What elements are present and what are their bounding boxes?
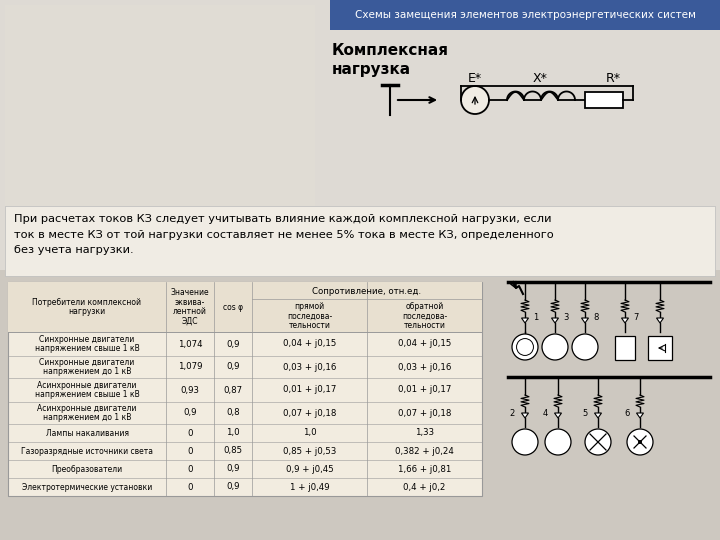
- Text: 6: 6: [625, 408, 630, 417]
- Text: 0,07 + j0,18: 0,07 + j0,18: [398, 408, 451, 417]
- Text: 1,074: 1,074: [178, 340, 202, 348]
- Polygon shape: [621, 318, 629, 323]
- Text: 0,04 + j0,15: 0,04 + j0,15: [283, 340, 336, 348]
- Text: 0,07 + j0,18: 0,07 + j0,18: [283, 408, 336, 417]
- FancyBboxPatch shape: [615, 336, 635, 360]
- Text: 7: 7: [633, 314, 639, 322]
- Text: 0,93: 0,93: [181, 386, 199, 395]
- FancyBboxPatch shape: [585, 92, 623, 108]
- Text: 1,0: 1,0: [226, 429, 240, 437]
- Text: cos φ: cos φ: [223, 302, 243, 312]
- Circle shape: [545, 429, 571, 455]
- Text: 0,9 + j0,45: 0,9 + j0,45: [286, 464, 333, 474]
- Circle shape: [512, 334, 538, 360]
- Text: 0,01 + j0,17: 0,01 + j0,17: [283, 386, 336, 395]
- Text: 3: 3: [563, 314, 568, 322]
- Text: прямой
последова-
тельности: прямой последова- тельности: [287, 302, 332, 330]
- Text: 2: 2: [510, 408, 515, 417]
- Polygon shape: [657, 318, 664, 323]
- Text: 8: 8: [593, 314, 598, 322]
- FancyBboxPatch shape: [8, 282, 482, 332]
- Text: 4: 4: [543, 408, 548, 417]
- Text: Синхронные двигатели
напряжением свыше 1 кВ: Синхронные двигатели напряжением свыше 1…: [35, 335, 140, 353]
- Circle shape: [627, 429, 653, 455]
- Circle shape: [585, 429, 611, 455]
- Text: 1,33: 1,33: [415, 429, 434, 437]
- Polygon shape: [582, 318, 588, 323]
- Text: 0,85 + j0,53: 0,85 + j0,53: [283, 447, 336, 456]
- Text: 1,0: 1,0: [302, 429, 316, 437]
- Text: Газоразрядные источники света: Газоразрядные источники света: [21, 447, 153, 456]
- Text: 1: 1: [533, 314, 539, 322]
- Circle shape: [461, 86, 489, 114]
- FancyBboxPatch shape: [5, 5, 315, 240]
- Text: 1 + j0,49: 1 + j0,49: [289, 483, 329, 491]
- Text: 0,87: 0,87: [223, 386, 243, 395]
- Text: Асинхронные двигатели
напряжением до 1 кВ: Асинхронные двигатели напряжением до 1 к…: [37, 404, 137, 422]
- Polygon shape: [554, 413, 562, 418]
- Text: 0,8: 0,8: [226, 408, 240, 417]
- Text: Преобразователи: Преобразователи: [51, 464, 122, 474]
- Polygon shape: [595, 413, 601, 418]
- Text: обратной
последова-
тельности: обратной последова- тельности: [402, 302, 447, 330]
- Text: 1,079: 1,079: [178, 362, 202, 372]
- Text: 0,03 + j0,16: 0,03 + j0,16: [283, 362, 336, 372]
- Text: 0: 0: [187, 447, 193, 456]
- Text: 0,4 + j0,2: 0,4 + j0,2: [403, 483, 446, 491]
- Text: При расчетах токов КЗ следует учитывать влияние каждой комплексной нагрузки, есл: При расчетах токов КЗ следует учитывать …: [14, 214, 554, 255]
- Circle shape: [572, 334, 598, 360]
- Text: 0: 0: [187, 483, 193, 491]
- Text: 0,9: 0,9: [226, 340, 240, 348]
- Text: 0,85: 0,85: [223, 447, 243, 456]
- Text: Асинхронные двигатели
напряжением свыше 1 кВ: Асинхронные двигатели напряжением свыше …: [35, 381, 140, 400]
- FancyBboxPatch shape: [0, 0, 720, 270]
- FancyBboxPatch shape: [330, 0, 720, 30]
- Circle shape: [542, 334, 568, 360]
- Text: 0,03 + j0,16: 0,03 + j0,16: [398, 362, 451, 372]
- Text: Схемы замещения элементов электроэнергетических систем: Схемы замещения элементов электроэнергет…: [354, 10, 696, 20]
- Text: E*: E*: [468, 71, 482, 84]
- Text: 0: 0: [187, 429, 193, 437]
- Text: R*: R*: [606, 71, 621, 84]
- FancyBboxPatch shape: [5, 206, 715, 276]
- Text: 0,9: 0,9: [184, 408, 197, 417]
- Circle shape: [638, 440, 642, 444]
- Text: 0,9: 0,9: [226, 483, 240, 491]
- Polygon shape: [521, 318, 528, 323]
- Text: Комплексная
нагрузка: Комплексная нагрузка: [332, 43, 449, 77]
- Text: Синхронные двигатели
напряжением до 1 кВ: Синхронные двигатели напряжением до 1 кВ: [40, 357, 135, 376]
- Text: 0,382 + j0,24: 0,382 + j0,24: [395, 447, 454, 456]
- Text: 0,04 + j0,15: 0,04 + j0,15: [398, 340, 451, 348]
- Text: 0,01 + j0,17: 0,01 + j0,17: [398, 386, 451, 395]
- Polygon shape: [521, 413, 528, 418]
- Polygon shape: [636, 413, 644, 418]
- Text: 0,9: 0,9: [226, 464, 240, 474]
- Text: Электротермические установки: Электротермические установки: [22, 483, 152, 491]
- FancyBboxPatch shape: [8, 282, 482, 496]
- Text: Потребители комплексной
нагрузки: Потребители комплексной нагрузки: [32, 298, 142, 316]
- Text: 0,9: 0,9: [226, 362, 240, 372]
- Text: 0: 0: [187, 464, 193, 474]
- Text: X*: X*: [533, 71, 547, 84]
- Text: 1,66 + j0,81: 1,66 + j0,81: [398, 464, 451, 474]
- Text: 5: 5: [582, 408, 588, 417]
- Circle shape: [512, 429, 538, 455]
- Text: Сопротивление, отн.ед.: Сопротивление, отн.ед.: [312, 287, 422, 296]
- Text: Лампы накаливания: Лампы накаливания: [45, 429, 128, 437]
- Polygon shape: [552, 318, 559, 323]
- FancyBboxPatch shape: [648, 336, 672, 360]
- Text: Значение
эквива-
лентной
ЭДС: Значение эквива- лентной ЭДС: [171, 288, 210, 326]
